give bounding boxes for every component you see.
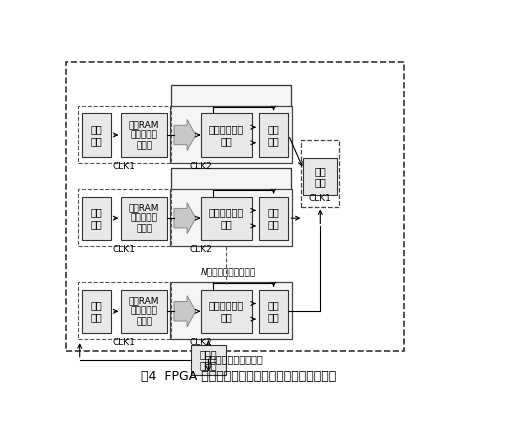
Text: N个待测块存储器资源: N个待测块存储器资源	[200, 267, 256, 276]
Bar	[304, 158, 337, 195]
Text: 待测块存储器
资源: 待测块存储器 资源	[208, 124, 244, 146]
Text: 双口RAM
跨时钟域数
据传输: 双口RAM 跨时钟域数 据传输	[129, 203, 159, 233]
Bar	[170, 189, 292, 246]
Bar	[259, 113, 288, 157]
Bar	[259, 290, 288, 333]
Text: 图4  FPGA 器件片内多个块存储器资源功能验证框架: 图4 FPGA 器件片内多个块存储器资源功能验证框架	[141, 370, 336, 383]
Text: 双口RAM
跨时钟域数
据传输: 双口RAM 跨时钟域数 据传输	[129, 120, 159, 150]
Polygon shape	[174, 296, 196, 327]
Bar	[121, 113, 167, 157]
Bar	[82, 113, 111, 157]
Bar	[121, 197, 167, 240]
Bar	[171, 85, 291, 137]
Text: CLK2: CLK2	[190, 338, 212, 347]
Bar	[200, 113, 252, 157]
Text: CLK1: CLK1	[113, 245, 136, 254]
Bar	[170, 283, 292, 339]
Text: CLK1: CLK1	[113, 162, 136, 171]
Text: 数据
比较: 数据 比较	[268, 301, 280, 322]
Text: 数据
激励: 数据 激励	[90, 207, 102, 229]
Bar	[200, 290, 252, 333]
Bar	[82, 290, 111, 333]
Bar	[170, 106, 292, 162]
Text: CLK2: CLK2	[190, 162, 212, 171]
Bar	[66, 62, 405, 351]
Bar	[191, 345, 226, 375]
Text: 外部输入差分时钟信号: 外部输入差分时钟信号	[205, 355, 264, 365]
Bar	[301, 140, 339, 206]
Bar	[78, 106, 171, 162]
Text: CLK1: CLK1	[309, 194, 332, 203]
Text: CLK1: CLK1	[113, 338, 136, 347]
Bar	[121, 290, 167, 333]
Text: 数据
激励: 数据 激励	[90, 124, 102, 146]
Text: 时钟管
理单元: 时钟管 理单元	[200, 349, 217, 370]
Text: CLK2: CLK2	[190, 245, 212, 254]
Bar	[78, 283, 171, 339]
Text: 双口RAM
跨时钟域数
据传输: 双口RAM 跨时钟域数 据传输	[129, 296, 159, 326]
Text: 待测块存储器
资源: 待测块存储器 资源	[208, 301, 244, 322]
Text: 数据
比较: 数据 比较	[268, 124, 280, 146]
Polygon shape	[174, 203, 196, 234]
Text: 数据
比较: 数据 比较	[268, 207, 280, 229]
Text: 待测块存储器
资源: 待测块存储器 资源	[208, 207, 244, 229]
Text: 数据
激励: 数据 激励	[90, 301, 102, 322]
Polygon shape	[174, 119, 196, 151]
Bar	[259, 197, 288, 240]
Bar	[82, 197, 111, 240]
Bar	[171, 168, 291, 220]
Text: 结果
显示: 结果 显示	[314, 166, 326, 187]
Bar	[200, 197, 252, 240]
Bar	[78, 189, 171, 246]
